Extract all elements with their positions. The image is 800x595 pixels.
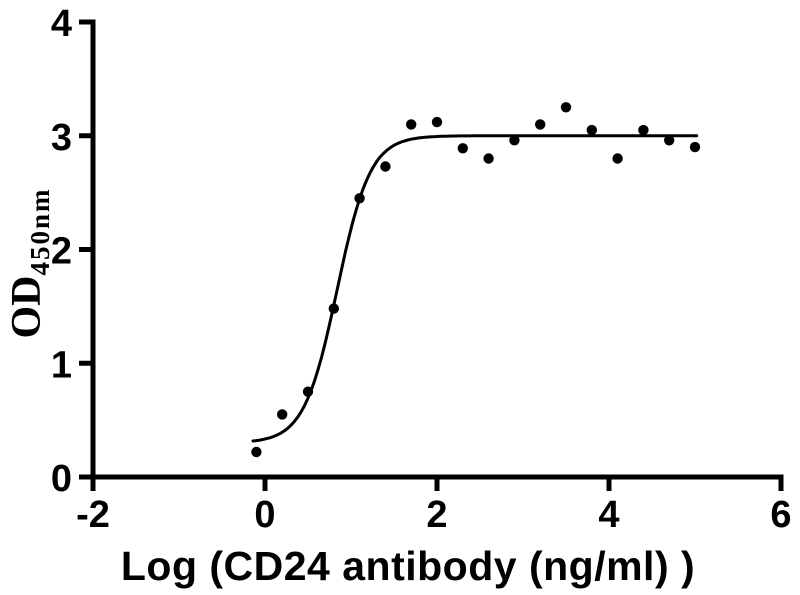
x-tick-label: 2 xyxy=(426,494,447,536)
y-tick-label: 1 xyxy=(51,344,72,386)
data-point xyxy=(483,153,494,164)
y-tick-label: 2 xyxy=(51,231,72,273)
data-point xyxy=(431,116,443,128)
x-tick-label: 4 xyxy=(598,494,619,536)
data-point xyxy=(277,409,288,420)
data-point xyxy=(689,141,701,153)
data-point xyxy=(328,303,339,314)
x-tick-label: -2 xyxy=(76,494,110,536)
y-axis-label: OD450nm xyxy=(3,187,55,339)
data-point xyxy=(638,124,649,136)
data-point xyxy=(509,135,520,146)
data-point xyxy=(354,193,365,204)
y-axis-label-subscript: 450nm xyxy=(25,187,55,276)
data-point xyxy=(586,124,597,136)
data-point xyxy=(535,119,546,130)
x-tick-label: 0 xyxy=(254,494,275,536)
data-point xyxy=(612,153,623,164)
data-point xyxy=(664,135,675,146)
y-tick-label: 4 xyxy=(51,3,72,45)
data-point xyxy=(302,386,314,397)
data-point xyxy=(560,102,572,113)
y-axis-label-main: OD xyxy=(4,275,50,339)
y-tick-label: 0 xyxy=(51,458,72,500)
x-axis-label: Log (CD24 antibody (ng/ml) ) xyxy=(120,543,696,589)
data-point xyxy=(251,446,262,458)
y-tick-label: 3 xyxy=(51,117,72,159)
data-point xyxy=(457,143,468,154)
data-point xyxy=(406,119,417,130)
data-point xyxy=(380,161,391,172)
x-tick-label: 6 xyxy=(770,494,791,536)
fit-curve xyxy=(251,134,699,443)
